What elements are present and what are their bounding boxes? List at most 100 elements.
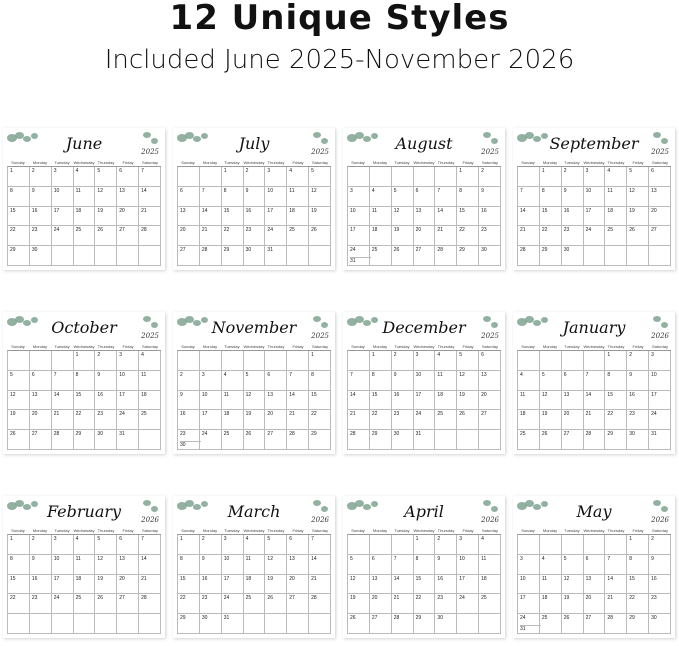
day-cell: 9 [561, 186, 584, 207]
weekday-label: Friday [292, 344, 304, 349]
day-cell: 23 [627, 410, 650, 431]
day-number: 20 [563, 411, 570, 418]
day-number: 20 [289, 575, 295, 582]
day-cell: 2 [391, 351, 414, 371]
day-number: 9 [629, 371, 633, 378]
day-cell: 6 [369, 554, 392, 575]
month-title: November [211, 318, 297, 337]
day-number: 14 [437, 207, 443, 214]
day-cell: 24 31 [348, 246, 371, 266]
day-number: 23 [437, 595, 443, 602]
weekday-label: Wednesday [73, 528, 95, 533]
day-cell [117, 246, 140, 266]
day-number: 28 [289, 431, 295, 438]
day-cell: 20 [178, 226, 200, 247]
day-cell: 22 [309, 410, 331, 431]
day-number: 6 [563, 371, 567, 378]
day-number: 15 [10, 207, 16, 214]
day-cell: 1 [413, 535, 436, 555]
day-number: 21 [437, 227, 443, 234]
eucalyptus-leaf-icon [177, 318, 187, 326]
day-number: 11 [481, 555, 487, 562]
day-number: 18 [371, 227, 378, 234]
day-number: 2 [563, 168, 567, 174]
eucalyptus-leaf-icon [31, 501, 38, 507]
day-number: 30 [629, 431, 635, 438]
day-cell: 8 [605, 370, 628, 391]
weekday-header: Sunday Monday Tuesday Wednesday Thursday Frid… [517, 160, 671, 165]
day-cell: 14 [518, 206, 540, 227]
weekday-label: Friday [122, 344, 134, 349]
day-number: 30 [97, 431, 103, 438]
day-cell: 6 [583, 554, 606, 575]
day-cell: 20 [287, 574, 310, 595]
day-number: 4 [371, 187, 375, 194]
day-number: 17 [585, 207, 592, 214]
day-cell: 18 [243, 574, 266, 595]
eucalyptus-leaf-icon [525, 500, 534, 507]
day-cell: 7 [518, 186, 540, 207]
day-number: 6 [585, 555, 589, 562]
month-title: June [65, 134, 103, 153]
day-cell: 14 [391, 574, 414, 595]
day-cell: 19 [627, 206, 650, 227]
day-number: 23 [201, 595, 208, 602]
day-cell: 6 [265, 370, 288, 391]
day-number: 30 [651, 615, 657, 622]
day-number: 16 [245, 207, 252, 214]
day-number: 28 [350, 431, 356, 438]
day-cell: 30 [479, 246, 501, 266]
day-number: 10 [223, 555, 230, 562]
day-cell: 23 [95, 410, 118, 431]
day-cell: 27 [178, 246, 200, 266]
eucalyptus-leaf-icon [483, 500, 491, 506]
day-number: 28 [311, 595, 317, 602]
day-number: 17 [520, 595, 526, 602]
day-cell: 11 [139, 370, 161, 391]
day-cell: 16 [29, 574, 52, 595]
day-number: 4 [141, 352, 144, 358]
weekday-label: Tuesday [224, 528, 240, 533]
day-number: 8 [541, 187, 545, 194]
day-number: 8 [607, 371, 611, 378]
day-cell: 13 [369, 574, 392, 595]
day-cell: 19 [391, 226, 414, 247]
day-cell: 13 [29, 390, 52, 411]
day-cell: 13 [178, 206, 200, 227]
day-cell: 26 [391, 246, 414, 266]
day-cell: 22 [221, 226, 244, 247]
day-number: 8 [459, 187, 463, 194]
day-cell: 3 [199, 370, 222, 391]
day-number: 5 [350, 555, 353, 562]
day-cell: 2 [95, 351, 118, 371]
month-grid: 1 2 3 4 5 6 7 8 9 10 11 12 13 14 15 16 17 18 19 20 21 22 23 30 2… [177, 350, 331, 450]
day-cell: 12 [8, 390, 30, 411]
month-title: May [576, 502, 612, 521]
year-label: 2026 [481, 516, 499, 524]
day-number: 19 [311, 207, 317, 214]
day-number: 4 [520, 371, 523, 378]
day-cell: 1 [8, 167, 30, 187]
day-cell: 18 [287, 206, 310, 227]
day-number: 26 [10, 431, 16, 438]
weekday-label: Thursday [607, 528, 625, 533]
day-number: 24 [267, 227, 273, 234]
day-cell [539, 351, 562, 371]
day-number: 23 [31, 227, 38, 234]
day-number: 25 [289, 227, 295, 234]
day-cell: 8 [413, 554, 436, 575]
weekday-label: Thursday [267, 528, 285, 533]
month-grid: 1 2 3 4 5 6 7 8 9 10 11 12 13 14 15 16 17 18 19 20 21 22 23 24 2… [7, 534, 161, 634]
weekday-label: Wednesday [73, 160, 95, 165]
day-cell: 16 [178, 410, 200, 431]
day-cell [435, 167, 458, 187]
day-cell: 21 [51, 410, 74, 431]
day-cell [457, 614, 480, 634]
day-cell: 26 [95, 226, 118, 247]
eucalyptus-leaf-icon [7, 318, 17, 326]
day-number: 27 [31, 431, 38, 438]
eucalyptus-leaf-icon [23, 320, 31, 326]
day-cell: 23 30 [178, 430, 201, 450]
day-cell: 24 [117, 410, 140, 431]
day-cell: 23 [199, 594, 222, 615]
